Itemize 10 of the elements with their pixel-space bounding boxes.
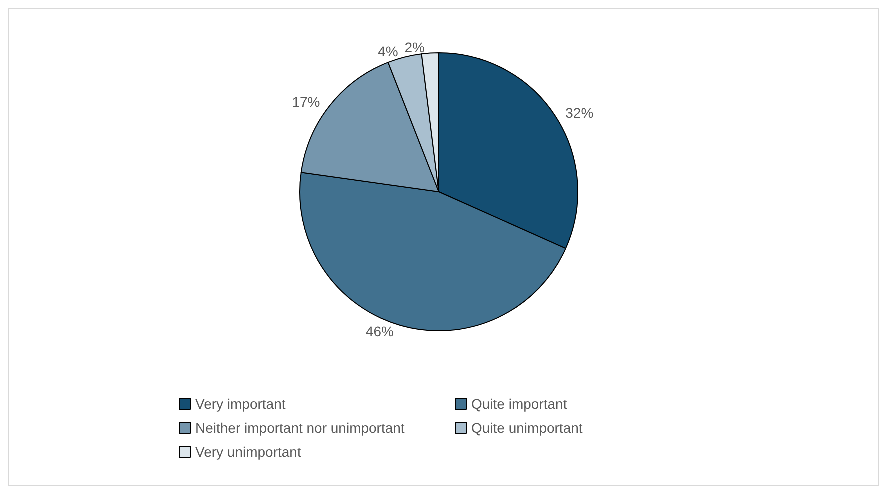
data-label: 2% (404, 39, 425, 56)
data-label: 46% (366, 323, 394, 340)
legend-label: Very unimportant (196, 444, 302, 460)
legend-label: Neither important nor unimportant (196, 420, 405, 436)
data-label: 17% (292, 94, 320, 110)
legend-label: Very important (196, 396, 286, 412)
data-label: 32% (566, 105, 594, 122)
legend-label: Quite unimportant (472, 420, 583, 436)
legend-label: Quite important (472, 396, 568, 412)
data-label: 4% (378, 43, 398, 60)
